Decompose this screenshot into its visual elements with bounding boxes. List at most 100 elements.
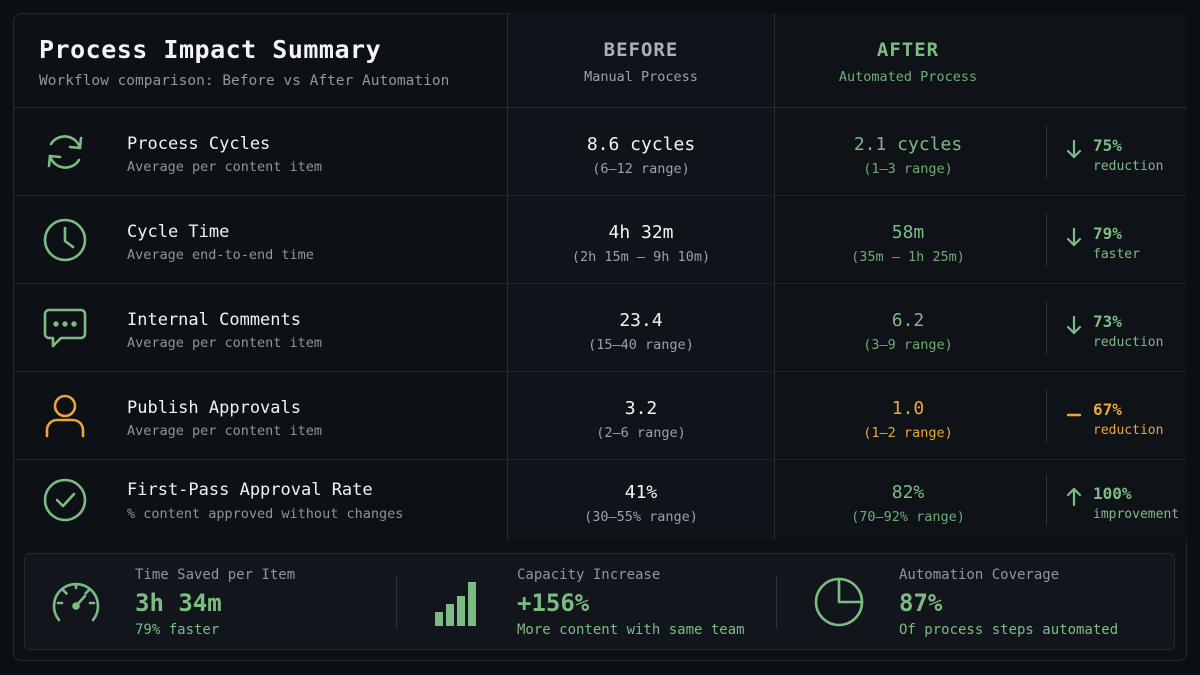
stat-note: More content with same team — [517, 622, 745, 638]
before-value: 23.4 — [619, 310, 663, 331]
user-icon — [41, 392, 89, 440]
stat-value: 87% — [899, 589, 943, 617]
pie-chart-icon — [813, 576, 867, 628]
change-percent: 79% — [1093, 224, 1122, 243]
metric-description: Average per content item — [127, 335, 323, 351]
change-label: reduction — [1093, 335, 1164, 350]
after-range: (70–92% range) — [851, 509, 965, 525]
metric-description: Average end-to-end time — [127, 247, 314, 263]
after-sublabel: Automated Process — [838, 69, 978, 85]
arrow-down-icon — [1065, 314, 1083, 336]
after-value: 82% — [891, 482, 925, 503]
refresh-cycle-icon — [41, 128, 89, 176]
before-cell: 3.2 (2–6 range) — [507, 398, 775, 441]
speedometer-icon — [49, 576, 103, 628]
metric-description: Average per content item — [127, 159, 323, 175]
before-sublabel: Manual Process — [584, 69, 698, 85]
before-range: (2–6 range) — [596, 425, 686, 441]
stat-time-saved: Time Saved per Item 3h 34m 79% faster — [25, 554, 397, 651]
after-value: 2.1 cycles — [853, 134, 963, 155]
after-cell: 6.2 (3–9 range) — [775, 310, 1041, 353]
check-circle-icon — [41, 476, 89, 524]
before-column-header: BEFORE Manual Process — [507, 39, 775, 85]
before-value: 3.2 — [624, 398, 658, 419]
arrow-down-icon — [1065, 226, 1083, 248]
change-label: reduction — [1093, 423, 1164, 438]
metric-name: Publish Approvals — [127, 398, 301, 418]
before-value: 8.6 cycles — [586, 134, 696, 155]
table-row: First-Pass Approval Rate % content appro… — [13, 460, 1187, 540]
metric-name: Process Cycles — [127, 134, 271, 154]
change-divider — [1046, 214, 1047, 266]
after-column-header: AFTER Automated Process — [775, 39, 1041, 85]
before-range: (30–55% range) — [584, 509, 698, 525]
before-cell: 8.6 cycles (6–12 range) — [507, 134, 775, 177]
comparison-table: Process Impact Summary Workflow comparis… — [13, 13, 1187, 540]
stat-note: 79% faster — [135, 622, 220, 638]
stat-value: +156% — [517, 589, 590, 617]
before-range: (2h 15m – 9h 10m) — [571, 249, 711, 265]
metric-description: Average per content item — [127, 423, 323, 439]
table-row: Internal Comments Average per content it… — [13, 284, 1187, 372]
stat-divider — [396, 576, 397, 628]
before-cell: 4h 32m (2h 15m – 9h 10m) — [507, 222, 775, 265]
change-percent: 67% — [1093, 400, 1122, 419]
after-label: AFTER — [876, 39, 940, 61]
after-range: (1–3 range) — [863, 161, 953, 177]
after-range: (1–2 range) — [863, 425, 953, 441]
change-label: reduction — [1093, 159, 1164, 174]
after-cell: 1.0 (1–2 range) — [775, 398, 1041, 441]
before-value: 41% — [624, 482, 658, 503]
dash-flat-icon — [1065, 402, 1083, 424]
change-divider — [1046, 126, 1047, 178]
after-value: 58m — [891, 222, 925, 243]
after-value: 1.0 — [891, 398, 925, 419]
table-row: Cycle Time Average end-to-end time 4h 32… — [13, 196, 1187, 284]
after-cell: 58m (35m – 1h 25m) — [775, 222, 1041, 265]
after-cell: 82% (70–92% range) — [775, 482, 1041, 525]
before-range: (15–40 range) — [588, 337, 694, 353]
comment-bubble-icon — [41, 304, 89, 352]
change-percent: 100% — [1093, 484, 1132, 503]
stat-capacity: Capacity Increase +156% More content wit… — [407, 554, 779, 651]
table-row: Process Cycles Average per content item … — [13, 108, 1187, 196]
change-divider — [1046, 474, 1047, 526]
metric-description: % content approved without changes — [127, 506, 404, 522]
change-label: improvement — [1093, 507, 1180, 522]
stat-label: Automation Coverage — [899, 567, 1060, 583]
stat-automation-coverage: Automation Coverage 87% Of process steps… — [789, 554, 1175, 651]
stat-label: Time Saved per Item — [135, 567, 296, 583]
metric-name: Cycle Time — [127, 222, 230, 242]
stat-value: 3h 34m — [135, 589, 222, 617]
table-header: Process Impact Summary Workflow comparis… — [13, 13, 1187, 108]
before-cell: 23.4 (15–40 range) — [507, 310, 775, 353]
arrow-down-icon — [1065, 138, 1083, 160]
before-label: BEFORE — [603, 39, 679, 61]
clock-icon — [41, 216, 89, 264]
stat-note: Of process steps automated — [899, 622, 1119, 638]
after-range: (35m – 1h 25m) — [851, 249, 965, 265]
after-value: 6.2 — [891, 310, 925, 331]
change-label: faster — [1093, 247, 1140, 262]
before-column-background — [507, 13, 775, 540]
bar-chart-icon — [431, 576, 485, 628]
after-range: (3–9 range) — [863, 337, 953, 353]
arrow-up-icon — [1065, 486, 1083, 508]
page-subtitle: Workflow comparison: Before vs After Aut… — [39, 73, 450, 89]
stat-divider — [776, 576, 777, 628]
change-divider — [1046, 302, 1047, 354]
change-percent: 73% — [1093, 312, 1122, 331]
before-cell: 41% (30–55% range) — [507, 482, 775, 525]
page-title: Process Impact Summary — [39, 35, 382, 64]
change-percent: 75% — [1093, 136, 1122, 155]
summary-stats-bar: Time Saved per Item 3h 34m 79% faster Ca… — [24, 553, 1175, 650]
metric-name: Internal Comments — [127, 310, 301, 330]
metric-name: First-Pass Approval Rate — [127, 480, 373, 500]
stat-label: Capacity Increase — [517, 567, 661, 583]
before-range: (6–12 range) — [592, 161, 690, 177]
change-divider — [1046, 390, 1047, 442]
after-cell: 2.1 cycles (1–3 range) — [775, 134, 1041, 177]
table-row: Publish Approvals Average per content it… — [13, 372, 1187, 460]
before-value: 4h 32m — [608, 222, 674, 243]
after-column-background — [775, 13, 1187, 540]
